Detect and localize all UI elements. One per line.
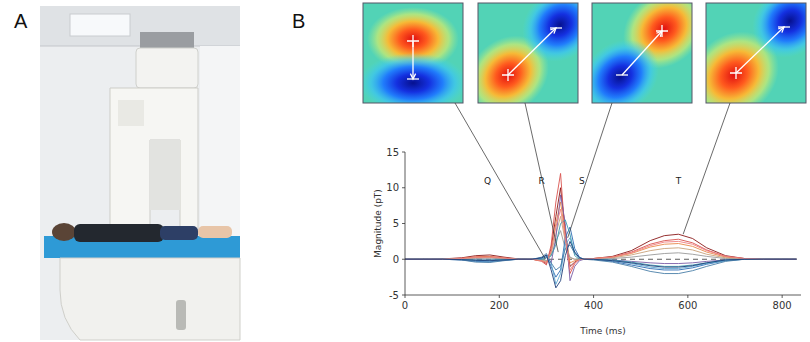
pole-cross: [730, 67, 742, 79]
arrow-head: [410, 74, 415, 79]
map-frame: [363, 3, 463, 103]
y-tick: [402, 295, 405, 296]
canvas: AB-50510150200400600800Time (ms)Magnitud…: [0, 0, 810, 342]
signal-line: [405, 188, 796, 267]
x-tick-label: 200: [490, 300, 509, 311]
dewar: [136, 48, 198, 88]
negative-pole: [508, 3, 578, 77]
wave-label: S: [579, 176, 585, 186]
signal-line: [405, 195, 796, 281]
positive-pole: [706, 14, 796, 103]
map-frame: [478, 3, 578, 103]
pole-minus: [778, 26, 790, 27]
map-field: [363, 3, 463, 103]
connector: [683, 103, 730, 234]
y-tick-label: 15: [386, 147, 399, 158]
feet: [198, 226, 232, 238]
y-tick-label: 0: [393, 254, 399, 265]
field-map: [359, 3, 467, 113]
wave-label: R: [539, 176, 545, 186]
device-top: [140, 32, 194, 50]
wave-label: T: [675, 176, 682, 186]
chart: -50510150200400600800Time (ms)Magnitude …: [373, 103, 801, 336]
x-axis: [405, 295, 801, 296]
pole-cross: [656, 25, 668, 37]
device-frame: [110, 88, 198, 230]
panel-label: B: [292, 10, 305, 32]
field-map: [566, 0, 721, 130]
photo-background: [40, 6, 240, 340]
signal-line: [405, 209, 796, 270]
x-tick: [687, 295, 688, 298]
connector: [525, 103, 558, 252]
x-tick-label: 0: [402, 300, 408, 311]
map-frame: [592, 3, 692, 103]
y-tick: [402, 187, 405, 188]
field-map: [672, 0, 810, 136]
x-tick: [405, 295, 406, 298]
arrow-head: [778, 27, 784, 33]
y-tick-label: 10: [386, 182, 399, 193]
pole-minus: [550, 27, 562, 28]
arrow-head: [656, 31, 662, 37]
bed-base: [60, 258, 240, 340]
signal-line: [405, 241, 796, 287]
current-arrow: [622, 31, 662, 75]
pole-cross: [407, 35, 419, 47]
x-tick: [593, 295, 594, 298]
panel-label: A: [14, 10, 28, 32]
connector: [568, 103, 612, 238]
bed-handle: [176, 300, 186, 330]
y-axis-label: Magnitude (pT): [373, 189, 383, 258]
y-tick-label: -5: [389, 290, 399, 301]
pole-cross: [502, 69, 514, 81]
signal-line: [405, 231, 796, 261]
y-tick: [402, 152, 405, 153]
sensor-head: [150, 140, 180, 210]
legs: [160, 226, 198, 240]
figure: AB-50510150200400600800Time (ms)Magnitud…: [0, 0, 810, 342]
x-axis-label: Time (ms): [579, 326, 625, 336]
pole-minus: [616, 74, 628, 75]
map-frame: [706, 3, 806, 103]
arrow-head: [550, 28, 556, 34]
signal-line: [405, 202, 796, 263]
x-tick-label: 600: [678, 300, 697, 311]
ceiling-light: [70, 14, 130, 36]
x-tick: [499, 295, 500, 298]
x-tick-label: 800: [773, 300, 792, 311]
signal-line: [405, 227, 796, 277]
photo-panel: [40, 6, 240, 340]
y-tick-label: 5: [393, 218, 399, 229]
pole-minus: [407, 78, 419, 79]
map-field: [706, 3, 806, 103]
y-tick: [402, 259, 405, 260]
head: [52, 223, 76, 241]
signal-line: [405, 216, 796, 261]
wave-label: Q: [484, 176, 491, 186]
map-field: [478, 3, 578, 103]
negative-pole: [592, 24, 674, 103]
signal-line: [405, 173, 796, 273]
device-panel: [118, 100, 144, 126]
x-tick: [782, 295, 783, 298]
series-group: [405, 173, 796, 287]
field-map: [451, 0, 612, 131]
torso: [74, 224, 164, 242]
y-tick: [402, 223, 405, 224]
connector: [455, 103, 545, 259]
map-field: [592, 3, 692, 103]
signal-line: [405, 238, 796, 284]
current-arrow: [736, 27, 784, 73]
current-arrow: [508, 28, 556, 75]
x-tick-label: 400: [584, 300, 603, 311]
